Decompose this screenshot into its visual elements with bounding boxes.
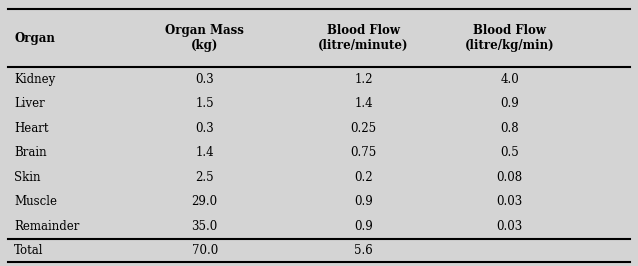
Text: 0.9: 0.9	[354, 195, 373, 208]
Text: 1.4: 1.4	[354, 97, 373, 110]
Text: Kidney: Kidney	[14, 73, 56, 86]
Text: 0.8: 0.8	[500, 122, 519, 135]
Text: Blood Flow
(litre/kg/min): Blood Flow (litre/kg/min)	[464, 24, 554, 52]
Text: 0.5: 0.5	[500, 146, 519, 159]
Text: 0.9: 0.9	[500, 97, 519, 110]
Text: 0.08: 0.08	[496, 171, 523, 184]
Text: Organ: Organ	[14, 32, 55, 45]
Text: Remainder: Remainder	[14, 220, 80, 233]
Text: 0.3: 0.3	[195, 122, 214, 135]
Text: Skin: Skin	[14, 171, 41, 184]
Text: 0.75: 0.75	[350, 146, 376, 159]
Text: Organ Mass
(kg): Organ Mass (kg)	[165, 24, 244, 52]
Text: 1.2: 1.2	[354, 73, 373, 86]
Text: 1.5: 1.5	[195, 97, 214, 110]
Text: 0.2: 0.2	[354, 171, 373, 184]
Text: 0.03: 0.03	[496, 220, 523, 233]
Text: 0.25: 0.25	[350, 122, 376, 135]
Text: Heart: Heart	[14, 122, 48, 135]
Text: 0.03: 0.03	[496, 195, 523, 208]
Text: 70.0: 70.0	[191, 244, 218, 257]
Text: 0.3: 0.3	[195, 73, 214, 86]
Text: Muscle: Muscle	[14, 195, 57, 208]
Text: 4.0: 4.0	[500, 73, 519, 86]
Text: 0.9: 0.9	[354, 220, 373, 233]
Text: Liver: Liver	[14, 97, 45, 110]
Text: 1.4: 1.4	[195, 146, 214, 159]
Text: 29.0: 29.0	[191, 195, 218, 208]
Text: Blood Flow
(litre/minute): Blood Flow (litre/minute)	[318, 24, 409, 52]
Text: 5.6: 5.6	[354, 244, 373, 257]
Text: 35.0: 35.0	[191, 220, 218, 233]
Text: Total: Total	[14, 244, 43, 257]
Text: Brain: Brain	[14, 146, 47, 159]
Text: 2.5: 2.5	[195, 171, 214, 184]
